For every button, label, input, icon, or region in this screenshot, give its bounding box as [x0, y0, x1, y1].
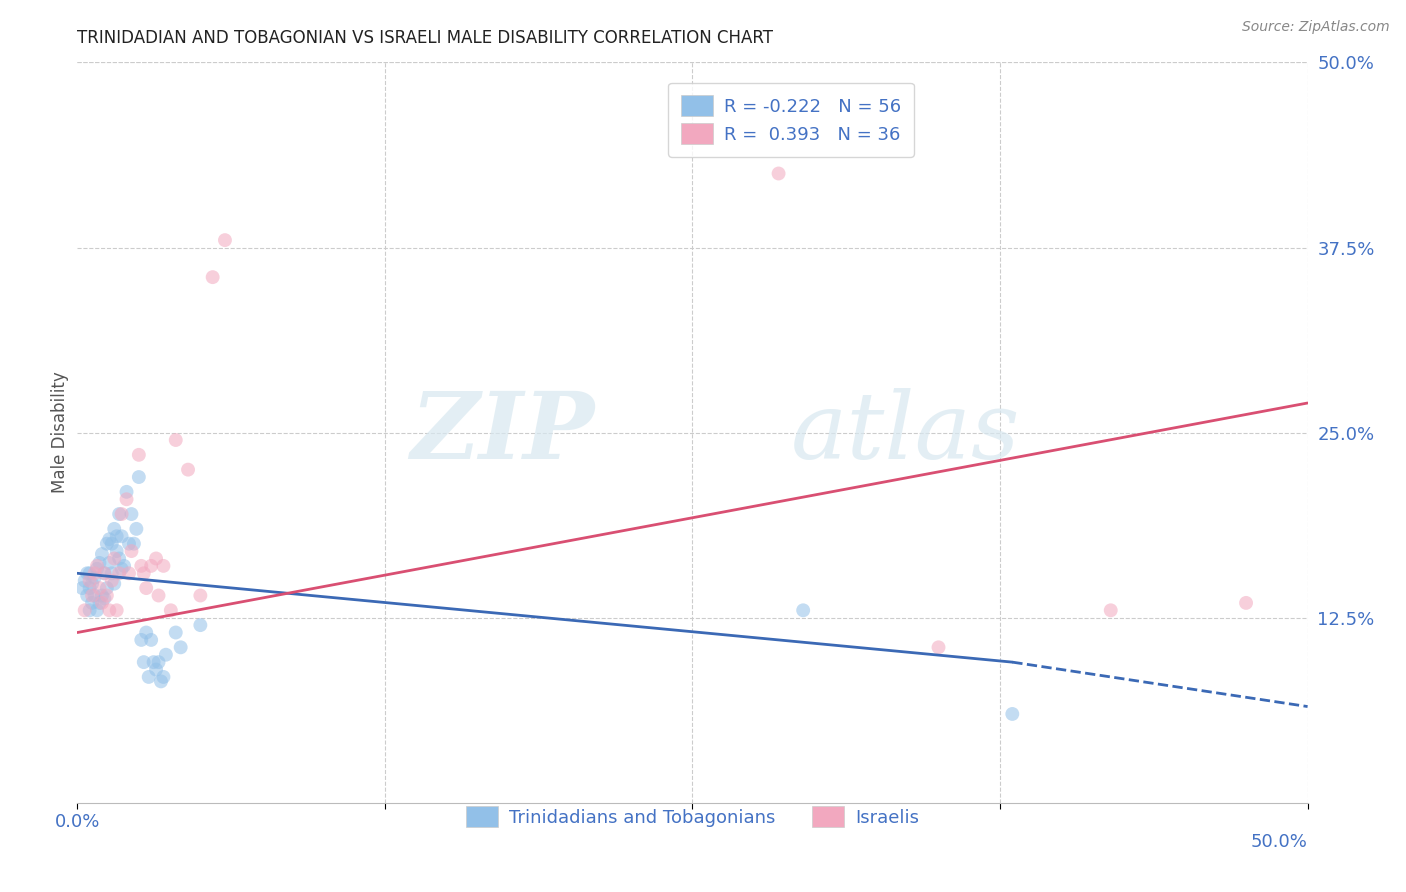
Point	[142, 655, 165, 669]
Point	[98, 603, 121, 617]
Point	[83, 571, 105, 585]
Point	[83, 589, 105, 603]
Point	[111, 562, 132, 576]
Point	[93, 591, 115, 606]
Point	[111, 529, 132, 543]
Point	[121, 507, 143, 521]
Point	[73, 603, 96, 617]
Point	[89, 581, 111, 595]
Point	[128, 448, 150, 462]
Point	[83, 566, 105, 581]
Point	[132, 655, 155, 669]
Point	[768, 166, 790, 180]
Point	[86, 558, 108, 573]
Point	[89, 556, 111, 570]
Point	[93, 566, 115, 581]
Point	[118, 536, 141, 550]
Point	[121, 544, 143, 558]
Text: TRINIDADIAN AND TOBAGONIAN VS ISRAELI MALE DISABILITY CORRELATION CHART: TRINIDADIAN AND TOBAGONIAN VS ISRAELI MA…	[77, 29, 773, 47]
Point	[115, 492, 138, 507]
Point	[90, 589, 114, 603]
Point	[155, 648, 177, 662]
Point	[188, 589, 212, 603]
Point	[177, 462, 200, 476]
Point	[135, 625, 157, 640]
Point	[135, 581, 157, 595]
Point	[128, 470, 150, 484]
Point	[1234, 596, 1257, 610]
Point	[145, 551, 167, 566]
Point	[89, 596, 111, 610]
Point	[129, 558, 153, 573]
Point	[145, 663, 167, 677]
Point	[132, 566, 155, 581]
Point	[76, 566, 98, 581]
Point	[792, 603, 814, 617]
Point	[122, 536, 145, 550]
Text: atlas: atlas	[792, 388, 1021, 477]
Point	[93, 566, 115, 581]
Point	[1001, 706, 1024, 721]
Point	[82, 576, 104, 591]
Point	[928, 640, 950, 655]
Point	[86, 562, 108, 576]
Point	[103, 522, 125, 536]
Point	[79, 603, 101, 617]
Point	[70, 581, 93, 595]
Point	[103, 576, 125, 591]
Point	[152, 670, 174, 684]
Point	[101, 566, 124, 581]
Point	[148, 589, 170, 603]
Point	[86, 603, 108, 617]
Point	[103, 551, 125, 566]
Point	[129, 632, 153, 647]
Point	[90, 596, 114, 610]
Point	[152, 558, 174, 573]
Point	[115, 484, 138, 499]
Point	[125, 522, 148, 536]
Y-axis label: Male Disability: Male Disability	[51, 372, 69, 493]
Point	[82, 596, 104, 610]
Point	[101, 536, 124, 550]
Point	[105, 603, 128, 617]
Point	[105, 544, 128, 558]
Point	[101, 574, 124, 588]
Point	[141, 558, 163, 573]
Point	[79, 566, 101, 581]
Point	[108, 507, 131, 521]
Point	[108, 551, 131, 566]
Point	[79, 581, 101, 595]
Point	[141, 632, 163, 647]
Point	[79, 574, 101, 588]
Point	[170, 640, 193, 655]
Point	[188, 618, 212, 632]
Text: 50.0%: 50.0%	[1251, 833, 1308, 851]
Point	[73, 574, 96, 588]
Point	[201, 270, 224, 285]
Legend: Trinidadians and Tobagonians, Israelis: Trinidadians and Tobagonians, Israelis	[458, 799, 927, 835]
Text: ZIP: ZIP	[409, 388, 595, 477]
Point	[148, 655, 170, 669]
Point	[98, 533, 121, 547]
Point	[112, 558, 135, 573]
Point	[105, 529, 128, 543]
Point	[96, 536, 118, 550]
Point	[82, 589, 104, 603]
Point	[165, 625, 187, 640]
Point	[108, 566, 131, 581]
Point	[214, 233, 236, 247]
Point	[111, 507, 132, 521]
Text: Source: ZipAtlas.com: Source: ZipAtlas.com	[1241, 20, 1389, 34]
Point	[76, 589, 98, 603]
Point	[150, 674, 173, 689]
Point	[160, 603, 183, 617]
Point	[96, 589, 118, 603]
Point	[90, 547, 114, 561]
Point	[165, 433, 187, 447]
Point	[98, 556, 121, 570]
Point	[118, 566, 141, 581]
Point	[96, 581, 118, 595]
Point	[1099, 603, 1122, 617]
Point	[138, 670, 160, 684]
